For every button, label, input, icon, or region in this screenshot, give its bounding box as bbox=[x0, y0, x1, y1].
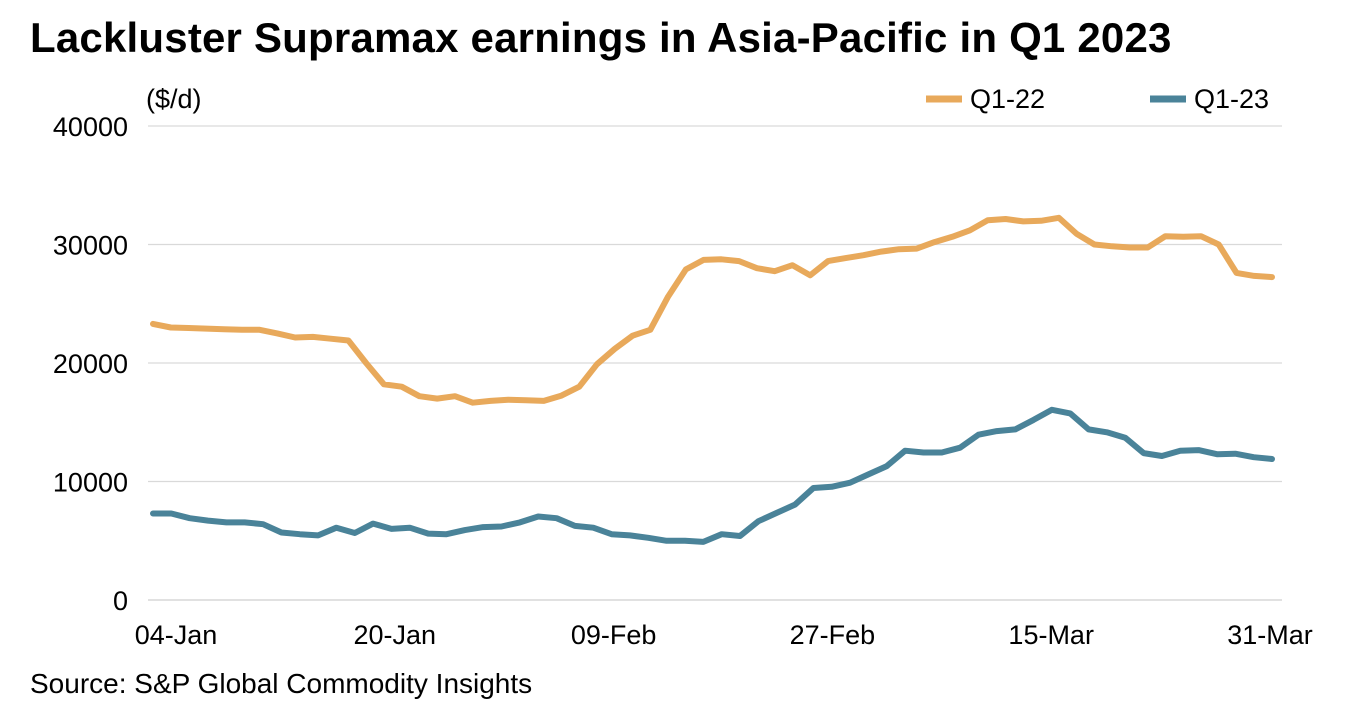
x-tick-label: 20-Jan bbox=[354, 620, 437, 650]
legend-label-q1-22: Q1-22 bbox=[970, 84, 1045, 114]
series-lines bbox=[150, 214, 1275, 545]
x-tick-label: 27-Feb bbox=[790, 620, 876, 650]
y-tick-label: 40000 bbox=[53, 112, 128, 142]
chart-title: Lackluster Supramax earnings in Asia-Pac… bbox=[30, 14, 1172, 61]
x-axis-ticks: 04-Jan 20-Jan 09-Feb 27-Feb 15-Mar 31-Mar bbox=[135, 620, 1313, 650]
series-line-q1-22 bbox=[150, 214, 1275, 406]
y-axis-ticks: 0 10000 20000 30000 40000 bbox=[53, 112, 128, 616]
source-note: Source: S&P Global Commodity Insights bbox=[30, 668, 533, 699]
x-tick-label: 31-Mar bbox=[1227, 620, 1313, 650]
x-tick-label: 09-Feb bbox=[571, 620, 657, 650]
legend-label-q1-23: Q1-23 bbox=[1194, 84, 1269, 114]
y-axis-label: ($/d) bbox=[146, 84, 202, 114]
y-tick-label: 30000 bbox=[53, 231, 128, 261]
legend: Q1-22 Q1-23 bbox=[926, 84, 1269, 114]
y-tick-label: 0 bbox=[113, 586, 128, 616]
y-tick-label: 20000 bbox=[53, 349, 128, 379]
x-tick-label: 04-Jan bbox=[135, 620, 218, 650]
gridlines bbox=[148, 125, 1282, 601]
x-tick-label: 15-Mar bbox=[1008, 620, 1094, 650]
y-tick-label: 10000 bbox=[53, 468, 128, 498]
series-line-q1-23 bbox=[150, 406, 1275, 545]
